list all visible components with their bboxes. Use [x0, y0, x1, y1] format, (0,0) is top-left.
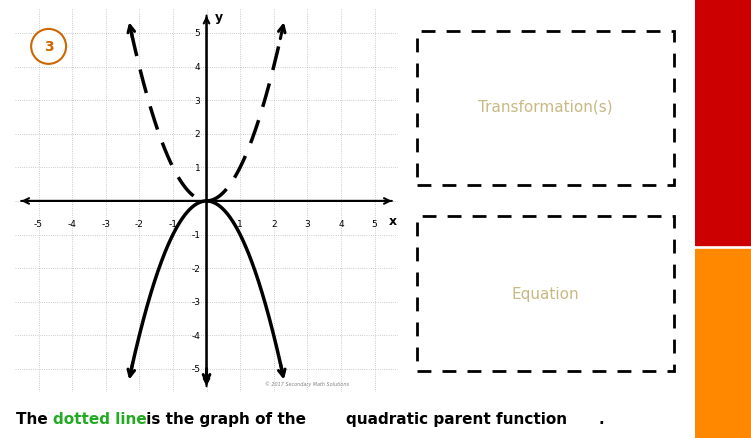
- Text: The: The: [16, 411, 53, 426]
- Circle shape: [31, 30, 66, 65]
- Text: -2: -2: [192, 264, 201, 273]
- Text: 3: 3: [304, 220, 310, 229]
- Text: 2: 2: [195, 130, 201, 139]
- Text: 1: 1: [195, 163, 201, 173]
- Text: -5: -5: [34, 220, 43, 229]
- Text: -3: -3: [192, 297, 201, 307]
- Text: -1: -1: [168, 220, 177, 229]
- Bar: [695, 250, 751, 438]
- Bar: [695, 0, 751, 245]
- Text: 4: 4: [338, 220, 344, 229]
- Text: -1: -1: [192, 230, 201, 240]
- Text: y: y: [215, 11, 223, 24]
- Text: -5: -5: [192, 364, 201, 374]
- Text: 4: 4: [195, 63, 201, 72]
- FancyBboxPatch shape: [417, 217, 674, 371]
- Text: -3: -3: [101, 220, 110, 229]
- Text: Transformation(s): Transformation(s): [478, 99, 613, 114]
- Text: quadratic parent function: quadratic parent function: [345, 411, 567, 426]
- Text: 1: 1: [237, 220, 243, 229]
- Text: .: .: [599, 411, 605, 426]
- Text: is the graph of the: is the graph of the: [140, 411, 311, 426]
- Text: 2: 2: [271, 220, 276, 229]
- Text: Equation: Equation: [511, 286, 579, 301]
- Text: dotted line: dotted line: [53, 411, 147, 426]
- Text: 5: 5: [372, 220, 378, 229]
- Text: -4: -4: [68, 220, 77, 229]
- Text: 5: 5: [195, 29, 201, 39]
- Text: 3: 3: [44, 40, 53, 54]
- Text: © 2017 Secondary Math Solutions: © 2017 Secondary Math Solutions: [265, 380, 349, 386]
- Text: x: x: [389, 215, 397, 228]
- FancyBboxPatch shape: [417, 32, 674, 186]
- Text: -4: -4: [192, 331, 201, 340]
- Text: 3: 3: [195, 96, 201, 106]
- Text: -2: -2: [135, 220, 143, 229]
